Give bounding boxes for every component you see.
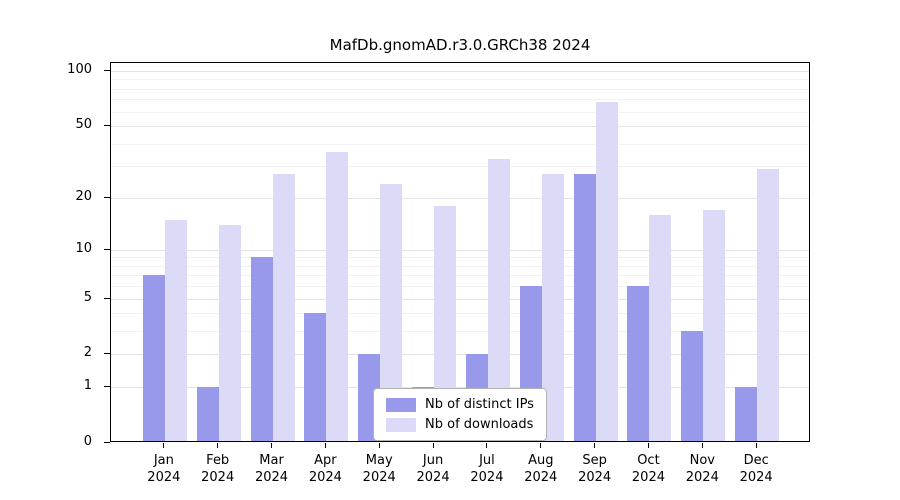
bar-distinct-ips	[142, 275, 165, 441]
legend: Nb of distinct IPs Nb of downloads	[373, 388, 547, 441]
gridline-minor	[111, 143, 809, 145]
bar-distinct-ips	[627, 286, 650, 441]
gridline-major	[111, 354, 809, 356]
bar-downloads	[218, 224, 241, 441]
y-tick-mark	[104, 248, 110, 250]
bar-downloads	[326, 151, 349, 441]
gridline-major	[111, 298, 809, 300]
gridline-minor	[111, 313, 809, 315]
x-tick-mark	[701, 443, 703, 448]
gridline-minor	[111, 331, 809, 333]
bar-downloads	[380, 183, 403, 441]
x-tick-mark	[594, 443, 596, 448]
y-tick-mark	[104, 125, 110, 127]
x-tick-label: Jul 2024	[470, 453, 504, 485]
gridline-major	[111, 249, 809, 251]
x-tick-mark	[432, 443, 434, 448]
y-tick-label: 1	[83, 378, 92, 394]
bar-distinct-ips	[304, 313, 327, 441]
bar-downloads	[541, 174, 564, 441]
x-tick-mark	[647, 443, 649, 448]
x-tick-label: May 2024	[362, 453, 396, 485]
x-tick-mark	[217, 443, 219, 448]
bar-distinct-ips	[735, 387, 758, 441]
gridline-minor	[111, 111, 809, 113]
gridline-minor	[111, 79, 809, 81]
legend-item-ips: Nb of distinct IPs	[386, 397, 534, 412]
legend-swatch-downloads	[386, 417, 416, 432]
gridline-minor	[111, 286, 809, 288]
x-tick-label: Feb 2024	[201, 453, 235, 485]
y-tick-mark	[104, 353, 110, 355]
x-axis: Jan 2024 Feb 2024 Mar 2024 Apr 2024 May 2024…	[110, 442, 810, 500]
y-tick-label: 50	[75, 117, 92, 133]
legend-label-downloads: Nb of downloads	[425, 417, 534, 432]
gridline-major	[111, 126, 809, 128]
y-tick-label: 0	[83, 434, 92, 449]
x-tick-label: Sep 2024	[578, 453, 612, 485]
gridline-major	[111, 197, 809, 199]
bar-distinct-ips	[196, 387, 219, 441]
bar-downloads	[649, 214, 672, 441]
x-tick-mark	[324, 443, 326, 448]
x-tick-label: Apr 2024	[308, 453, 342, 485]
legend-swatch-distinct-ips	[386, 397, 416, 412]
bar-downloads	[595, 101, 618, 441]
x-tick-label: Mar 2024	[254, 453, 289, 485]
gridline-major	[111, 71, 809, 73]
gridline-minor	[111, 88, 809, 90]
plot-area	[110, 62, 810, 442]
bar-distinct-ips	[681, 331, 704, 441]
bar-downloads	[703, 210, 726, 441]
x-tick-mark	[163, 443, 165, 448]
x-tick-mark	[271, 443, 273, 448]
x-tick-label: Jun 2024	[416, 453, 450, 485]
x-tick-mark	[378, 443, 380, 448]
x-tick-mark	[486, 443, 488, 448]
bar-downloads	[272, 174, 295, 441]
y-tick-mark	[104, 297, 110, 299]
gridline-major	[111, 387, 809, 389]
y-tick-mark	[104, 70, 110, 72]
legend-label-distinct-ips: Nb of distinct IPs	[425, 397, 534, 412]
gridline-minor	[111, 99, 809, 101]
y-tick-label: 2	[83, 345, 92, 361]
y-tick-label: 20	[75, 188, 92, 204]
chart-title: MafDb.gnomAD.r3.0.GRCh38 2024	[329, 36, 591, 54]
legend-item-downloads: Nb of downloads	[386, 417, 534, 432]
x-tick-label: Aug 2024	[524, 453, 558, 485]
bar-downloads	[757, 168, 780, 441]
bar-distinct-ips	[250, 257, 273, 441]
bar-downloads	[164, 219, 187, 441]
gridline-minor	[111, 275, 809, 277]
y-axis: 0 1 2 5 10 20 50 100	[0, 62, 110, 449]
y-tick-label: 100	[67, 62, 92, 78]
bar-downloads	[434, 205, 457, 441]
y-tick-label: 10	[75, 240, 92, 256]
y-tick-mark	[104, 386, 110, 388]
x-tick-label: Oct 2024	[631, 453, 665, 485]
y-tick-mark	[104, 442, 110, 443]
gridline-minor	[111, 257, 809, 259]
x-tick-label: Jan 2024	[147, 453, 181, 485]
x-tick-mark	[755, 443, 757, 448]
gridline-minor	[111, 265, 809, 267]
bar-downloads	[487, 158, 510, 441]
x-tick-label: Dec 2024	[739, 453, 773, 485]
bar-distinct-ips	[573, 174, 596, 441]
x-tick-label: Nov 2024	[685, 453, 719, 485]
y-tick-mark	[104, 196, 110, 198]
x-tick-mark	[540, 443, 542, 448]
gridline-minor	[111, 166, 809, 168]
y-tick-label: 5	[83, 289, 92, 305]
